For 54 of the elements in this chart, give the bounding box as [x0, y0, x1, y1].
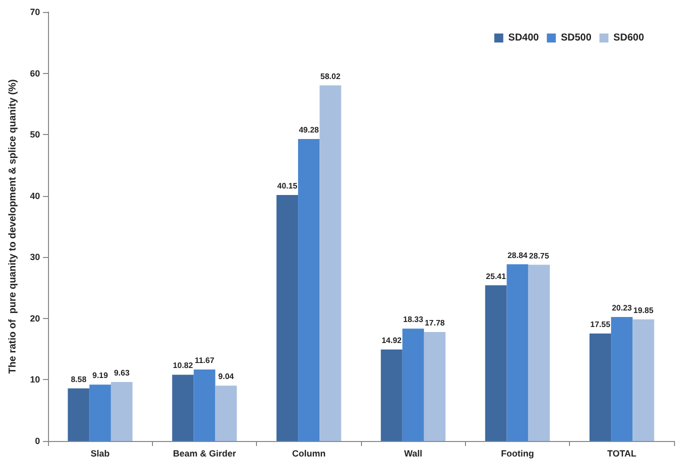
bar — [172, 374, 194, 441]
y-tick-label: 20 — [30, 313, 40, 324]
y-tick-label: 50 — [30, 130, 40, 140]
x-tick-label: Footing — [501, 448, 534, 458]
data-label: 14.92 — [382, 336, 402, 346]
data-label: 9.19 — [92, 371, 108, 380]
data-label: 19.85 — [633, 306, 654, 315]
data-label: 17.78 — [424, 318, 446, 328]
y-tick-label: 70 — [30, 7, 40, 17]
bar — [632, 319, 654, 441]
x-tick-label: Slab — [90, 448, 110, 458]
data-label: 58.02 — [320, 72, 341, 81]
data-label: 28.75 — [529, 251, 550, 260]
data-label: 9.63 — [114, 368, 130, 378]
bar — [611, 317, 633, 441]
data-label: 28.84 — [507, 250, 528, 260]
data-label: 40.15 — [277, 181, 298, 190]
y-tick-label: 10 — [30, 374, 40, 385]
x-tick-label: TOTAL — [607, 448, 637, 458]
data-label: 8.58 — [70, 374, 87, 384]
bar — [320, 85, 342, 441]
bar — [110, 382, 133, 441]
bar — [215, 386, 237, 441]
x-tick-label: Column — [292, 448, 326, 458]
bar — [506, 264, 528, 441]
bar — [68, 388, 90, 441]
y-tick-label: 30 — [30, 252, 40, 262]
data-label: 25.41 — [486, 272, 506, 281]
y-tick-label: 40 — [30, 190, 40, 201]
bar — [89, 384, 111, 441]
data-label: 10.82 — [172, 361, 194, 370]
bar — [528, 264, 550, 441]
bar — [424, 332, 446, 441]
y-axis-title: The ratio of pure quanity to development & splice quanity (%) — [8, 79, 18, 374]
bar — [589, 333, 612, 441]
data-label: 9.04 — [218, 372, 234, 382]
bar — [485, 285, 507, 441]
data-label: 17.55 — [590, 320, 611, 329]
bar — [298, 138, 320, 441]
legend-label: SD400 — [508, 32, 540, 44]
bar — [402, 328, 424, 441]
y-tick-label: 0 — [34, 436, 40, 446]
bar — [276, 194, 298, 441]
x-tick-label: Wall — [404, 448, 422, 458]
data-label: 11.67 — [194, 356, 215, 365]
legend-label: SD500 — [560, 32, 592, 44]
x-tick-label: Beam & Girder — [172, 448, 237, 458]
y-tick-label: 60 — [30, 68, 40, 78]
legend-label: SD600 — [613, 32, 644, 44]
data-label: 20.23 — [612, 304, 632, 313]
data-label: 49.28 — [298, 125, 320, 134]
data-label: 18.33 — [403, 315, 424, 324]
bar — [194, 369, 216, 441]
bar — [380, 350, 402, 441]
